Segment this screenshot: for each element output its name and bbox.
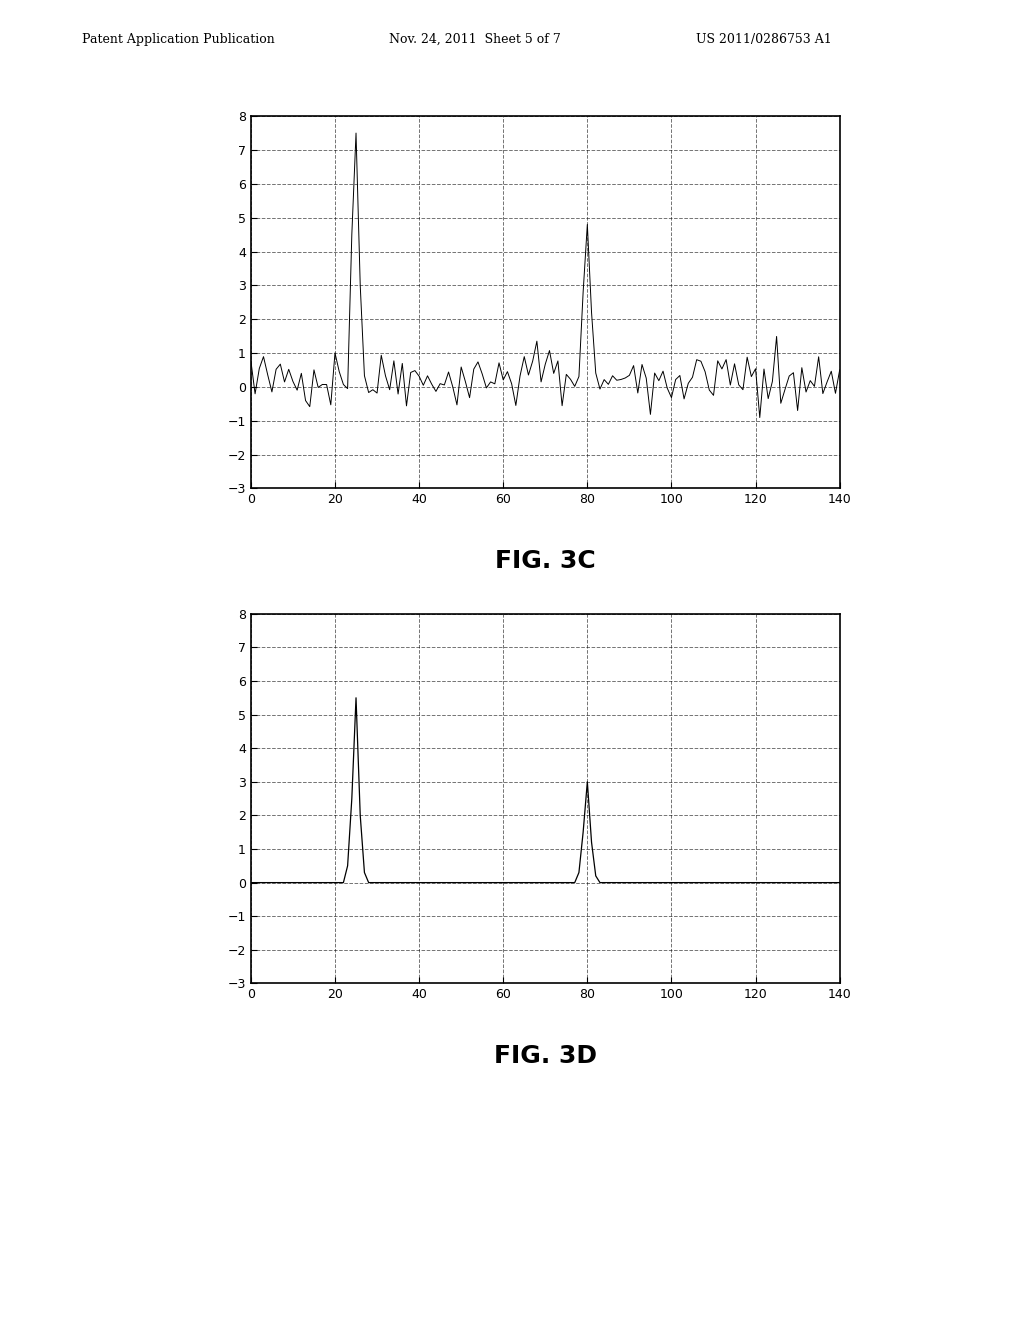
Text: Nov. 24, 2011  Sheet 5 of 7: Nov. 24, 2011 Sheet 5 of 7: [389, 33, 561, 46]
Text: FIG. 3C: FIG. 3C: [495, 549, 596, 573]
Text: US 2011/0286753 A1: US 2011/0286753 A1: [696, 33, 833, 46]
Text: Patent Application Publication: Patent Application Publication: [82, 33, 274, 46]
Text: FIG. 3D: FIG. 3D: [494, 1044, 597, 1068]
